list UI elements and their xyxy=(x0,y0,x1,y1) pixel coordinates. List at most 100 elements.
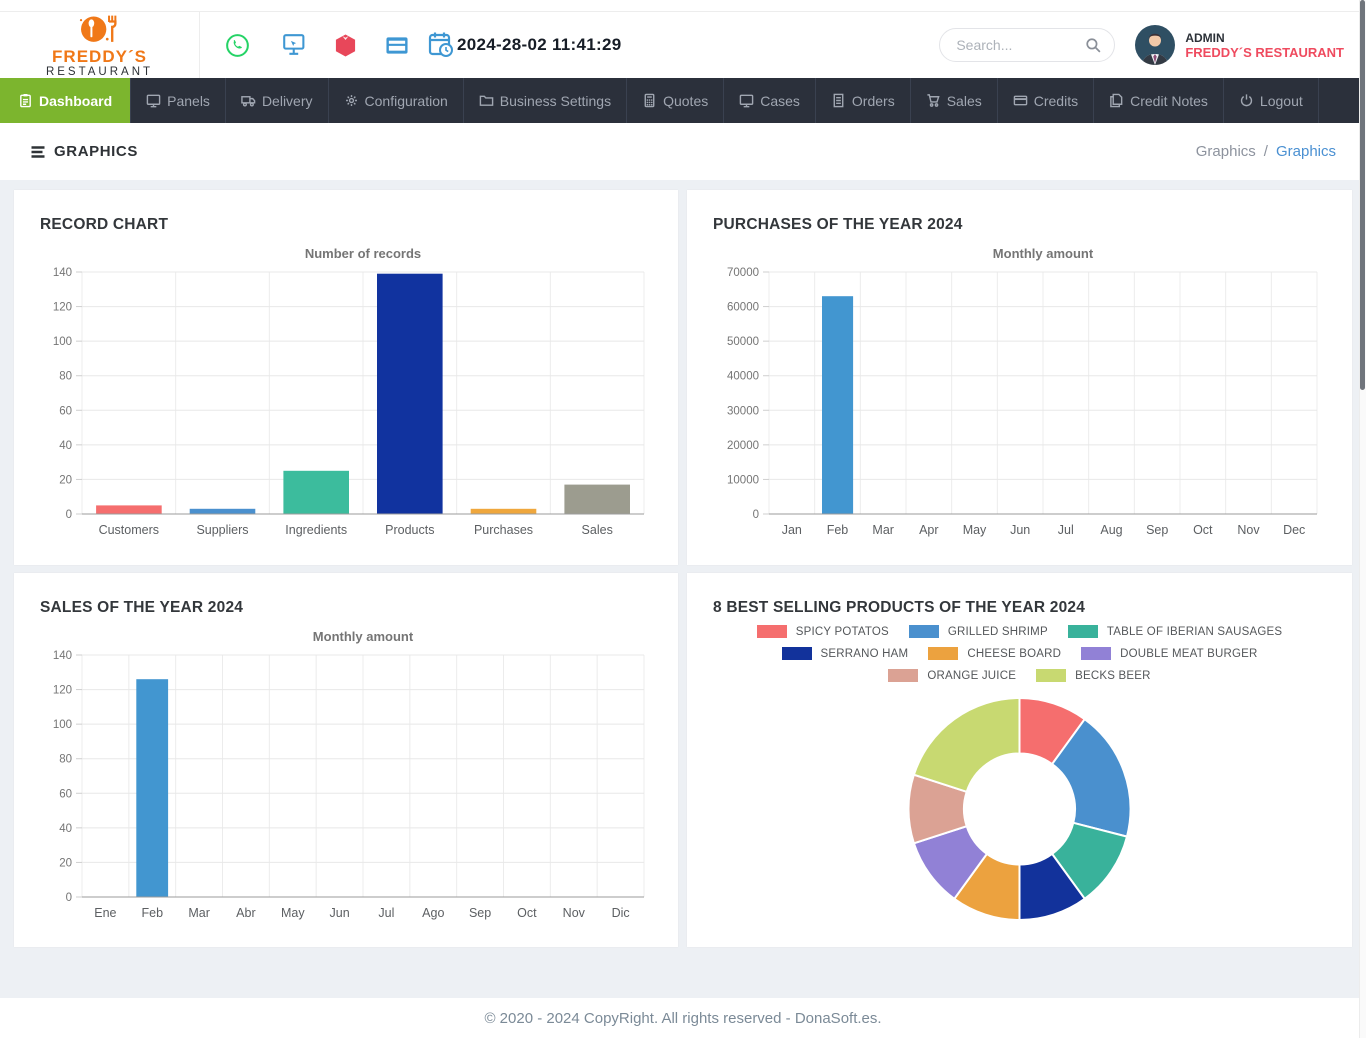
svg-text:20000: 20000 xyxy=(727,440,759,452)
svg-text:Sales: Sales xyxy=(582,523,613,537)
svg-text:40: 40 xyxy=(59,440,72,452)
nav-item-quotes[interactable]: Quotes xyxy=(627,78,724,123)
record-chart-card: RECORD CHART Number of records0204060801… xyxy=(14,190,678,565)
bar-Feb xyxy=(136,679,168,897)
nav-item-label: Panels xyxy=(167,93,210,109)
svg-text:140: 140 xyxy=(53,650,72,662)
legend-swatch xyxy=(782,647,812,660)
legend-row: SERRANO HAM CHEESE BOARD DOUBLE MEAT BURGE… xyxy=(713,647,1326,669)
bar-chart-svg: Number of records020406080100120140Custo… xyxy=(40,242,652,542)
clipboard-icon xyxy=(18,93,33,108)
nav-item-label: Logout xyxy=(1260,93,1303,109)
nav-item-panels[interactable]: Panels xyxy=(131,78,226,123)
footer: © 2020 - 2024 CopyRight. All rights rese… xyxy=(0,998,1366,1038)
scrollbar-thumb[interactable] xyxy=(1360,0,1365,390)
legend-item: GRILLED SHRIMP xyxy=(909,625,1048,638)
legend-label: DOUBLE MEAT BURGER xyxy=(1120,648,1257,660)
legend-item: ORANGE JUICE xyxy=(888,669,1016,682)
donut-slice-becks-beer xyxy=(914,698,1020,792)
legend-swatch xyxy=(928,647,958,660)
svg-text:Customers: Customers xyxy=(99,523,159,537)
nav-item-business-settings[interactable]: Business Settings xyxy=(464,78,627,123)
folder-icon xyxy=(479,93,494,108)
svg-text:Products: Products xyxy=(385,523,434,537)
svg-text:Apr: Apr xyxy=(919,523,938,537)
content-area: RECORD CHART Number of records0204060801… xyxy=(0,180,1366,998)
legend-swatch xyxy=(1036,669,1066,682)
brand-logo[interactable]: FREDDY´S RESTAURANT xyxy=(0,12,200,78)
search-box[interactable] xyxy=(939,28,1115,62)
nav-item-sales[interactable]: Sales xyxy=(911,78,998,123)
cart-icon xyxy=(926,93,941,108)
legend-label: BECKS BEER xyxy=(1075,670,1151,682)
best-sellers-card: 8 BEST SELLING PRODUCTS OF THE YEAR 2024… xyxy=(687,573,1352,947)
svg-text:Sep: Sep xyxy=(1146,523,1168,537)
card-title-record-chart: RECORD CHART xyxy=(40,216,652,234)
bar-Feb xyxy=(822,296,853,514)
sales-chart: Monthly amount020406080100120140EneFebMa… xyxy=(40,625,652,925)
breadcrumb: Graphics / Graphics xyxy=(1196,143,1336,160)
nav-item-dashboard[interactable]: Dashboard xyxy=(0,78,131,123)
power-icon xyxy=(1239,93,1254,108)
breadcrumb-parent[interactable]: Graphics xyxy=(1196,143,1256,160)
docs-icon xyxy=(1109,93,1124,108)
svg-text:120: 120 xyxy=(53,302,72,314)
breadcrumb-current[interactable]: Graphics xyxy=(1276,143,1336,160)
nav-item-label: Configuration xyxy=(365,93,448,109)
svg-text:Number of records: Number of records xyxy=(305,246,421,261)
nav-item-credits[interactable]: Credits xyxy=(998,78,1094,123)
legend-item: CHEESE BOARD xyxy=(928,647,1061,660)
nav-item-configuration[interactable]: Configuration xyxy=(329,78,464,123)
nav-item-delivery[interactable]: Delivery xyxy=(226,78,329,123)
calendar-clock-icon xyxy=(428,31,454,59)
legend-item: BECKS BEER xyxy=(1036,669,1151,682)
receipt-icon xyxy=(831,93,846,108)
user-role: ADMIN xyxy=(1185,31,1344,45)
whatsapp-icon[interactable] xyxy=(224,32,251,59)
svg-text:May: May xyxy=(963,523,987,537)
legend-item: SPICY POTATOS xyxy=(757,625,889,638)
nav-item-credit-notes[interactable]: Credit Notes xyxy=(1094,78,1224,123)
product-box-icon[interactable] xyxy=(334,33,357,58)
svg-text:Feb: Feb xyxy=(827,523,849,537)
legend-label: GRILLED SHRIMP xyxy=(948,626,1048,638)
datetime-text: 2024-28-02 11:41:29 xyxy=(457,35,622,55)
nav-item-cases[interactable]: Cases xyxy=(724,78,816,123)
brand-name: FREDDY´S xyxy=(52,48,147,66)
screens-icon[interactable] xyxy=(278,32,307,58)
svg-text:Ene: Ene xyxy=(94,906,116,920)
nav-item-label: Credits xyxy=(1034,93,1078,109)
search-icon[interactable] xyxy=(1085,37,1102,54)
bar-Ingredients xyxy=(283,471,349,514)
svg-text:100: 100 xyxy=(53,336,72,348)
search-input[interactable] xyxy=(956,37,1076,53)
nav-item-orders[interactable]: Orders xyxy=(816,78,911,123)
svg-text:80: 80 xyxy=(59,754,72,766)
svg-text:Ingredients: Ingredients xyxy=(285,523,347,537)
legend-item: TABLE OF IBERIAN SAUSAGES xyxy=(1068,625,1282,638)
header-quick-icons xyxy=(224,32,410,59)
restaurant-logo-icon xyxy=(75,12,125,48)
nav-item-label: Quotes xyxy=(663,93,708,109)
svg-text:0: 0 xyxy=(66,892,72,904)
legend-swatch xyxy=(909,625,939,638)
nav-item-logout[interactable]: Logout xyxy=(1224,78,1319,123)
legend-label: ORANGE JUICE xyxy=(927,670,1016,682)
legend-item: SERRANO HAM xyxy=(782,647,909,660)
bar-chart-svg: Monthly amount01000020000300004000050000… xyxy=(713,242,1325,542)
legend-swatch xyxy=(888,669,918,682)
bar-Sales xyxy=(564,485,630,514)
svg-text:50000: 50000 xyxy=(727,336,759,348)
user-menu[interactable]: ADMIN FREDDY´S RESTAURANT xyxy=(1135,25,1344,65)
purchases-chart-card: PURCHASES OF THE YEAR 2024 Monthly amoun… xyxy=(687,190,1352,565)
svg-text:60: 60 xyxy=(59,405,72,417)
svg-text:60000: 60000 xyxy=(727,302,759,314)
card-icon xyxy=(1013,93,1028,108)
nav-item-label: Orders xyxy=(852,93,895,109)
nav-item-label: Credit Notes xyxy=(1130,93,1208,109)
svg-text:Suppliers: Suppliers xyxy=(196,523,248,537)
pos-card-icon[interactable] xyxy=(384,34,410,57)
graphics-bars-icon xyxy=(30,144,46,160)
main-nav: Dashboard Panels Delivery Configuration Busi… xyxy=(0,78,1366,123)
brand-subtitle: RESTAURANT xyxy=(46,66,153,78)
